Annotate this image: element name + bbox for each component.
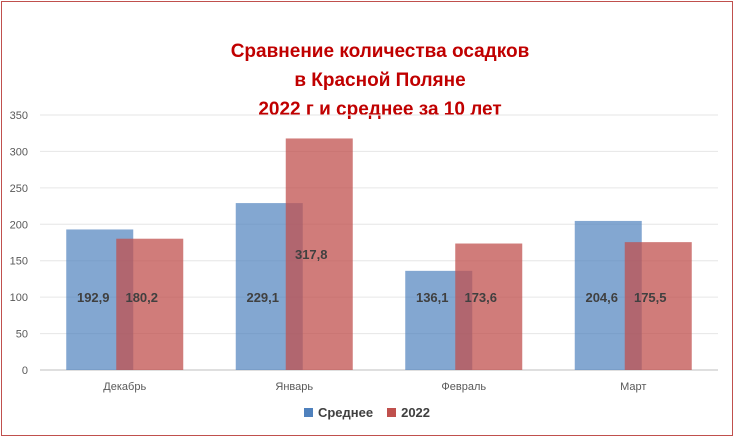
legend-label-series-1: Среднее: [317, 405, 374, 420]
data-label: 175,5: [634, 290, 667, 305]
x-category-label: Декабрь: [103, 381, 146, 393]
data-label: 173,6: [464, 290, 497, 305]
bar-2022: [116, 238, 184, 370]
legend-swatch-series-1: [303, 408, 313, 417]
chart-title-line-1: Сравнение количества осадков: [230, 41, 530, 62]
y-tick-label: 200: [10, 219, 28, 231]
legend-swatch-series-2: [387, 408, 397, 417]
y-tick-label: 150: [10, 256, 28, 268]
x-category-label: Январь: [275, 381, 313, 393]
bar-2022: [285, 138, 353, 370]
legend-item-series-2: 2022: [387, 405, 430, 420]
y-tick-label: 300: [10, 146, 28, 158]
data-label: 317,8: [295, 247, 328, 262]
x-category-label: Февраль: [441, 381, 486, 393]
y-tick-label: 350: [10, 110, 28, 122]
bar-2022: [624, 242, 692, 370]
y-tick-label: 100: [10, 292, 28, 304]
data-label: 192,9: [77, 290, 110, 305]
bar-2022: [455, 243, 523, 370]
data-label: 136,1: [416, 290, 449, 305]
y-tick-label: 0: [22, 365, 28, 377]
y-tick-label: 250: [10, 183, 28, 195]
legend-label-series-2: 2022: [401, 405, 431, 420]
y-tick-label: 50: [16, 329, 28, 341]
legend-item-series-1: Среднее: [303, 405, 374, 420]
data-label: 180,2: [125, 290, 158, 305]
data-label: 229,1: [246, 290, 279, 305]
chart-legend: Среднее 2022: [0, 405, 734, 420]
chart-title-line-2: в Красной Поляне: [294, 70, 466, 91]
data-label: 204,6: [585, 290, 618, 305]
x-category-label: Март: [620, 381, 646, 393]
